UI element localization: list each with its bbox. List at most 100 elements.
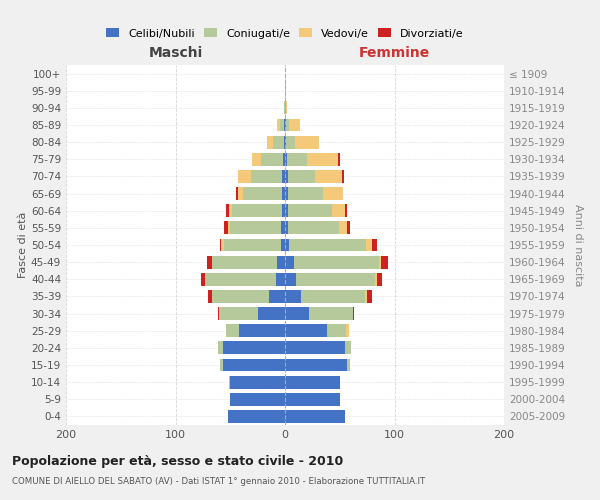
Bar [288,222,338,234]
Bar [366,238,371,252]
Bar [230,222,281,234]
Bar [309,307,353,320]
Bar [338,153,340,166]
Text: Maschi: Maschi [148,46,203,60]
Bar [218,342,223,354]
Bar [268,136,273,148]
Bar [212,256,277,268]
Text: Femmine: Femmine [359,46,430,60]
Bar [295,136,319,148]
Bar [288,187,323,200]
Bar [286,118,289,132]
Bar [314,170,342,183]
Bar [238,187,244,200]
Bar [285,136,286,148]
Bar [285,324,326,337]
Bar [218,307,220,320]
Bar [283,153,285,166]
Bar [280,118,284,132]
Bar [285,256,294,268]
Bar [224,238,281,252]
Bar [371,238,377,252]
Bar [346,324,349,337]
Bar [212,290,269,303]
Bar [252,153,261,166]
Bar [345,204,347,217]
Bar [285,222,288,234]
Bar [285,410,345,423]
Bar [284,136,285,148]
Bar [307,153,338,166]
Bar [207,256,212,268]
Bar [238,170,251,183]
Bar [375,273,377,285]
Bar [326,324,346,337]
Bar [287,153,307,166]
Bar [223,342,285,354]
Bar [286,136,295,148]
Bar [244,187,282,200]
Bar [230,393,285,406]
Bar [332,204,345,217]
Bar [286,102,287,114]
Bar [285,307,309,320]
Bar [338,222,347,234]
Bar [226,324,239,337]
Bar [285,238,289,252]
Bar [223,358,285,372]
Bar [229,376,230,388]
Bar [377,273,382,285]
Bar [229,204,232,217]
Bar [288,170,314,183]
Bar [200,273,205,285]
Bar [221,238,224,252]
Y-axis label: Fasce di età: Fasce di età [18,212,28,278]
Bar [285,290,301,303]
Bar [281,222,285,234]
Bar [285,273,296,285]
Bar [296,273,375,285]
Bar [261,153,283,166]
Bar [284,118,285,132]
Bar [230,376,285,388]
Bar [365,290,367,303]
Bar [224,222,228,234]
Bar [342,170,344,183]
Bar [251,170,282,183]
Bar [269,290,285,303]
Bar [367,290,371,303]
Text: Popolazione per età, sesso e stato civile - 2010: Popolazione per età, sesso e stato civil… [12,455,343,468]
Legend: Celibi/Nubili, Coniugati/e, Vedovi/e, Divorziati/e: Celibi/Nubili, Coniugati/e, Vedovi/e, Di… [102,24,468,43]
Bar [285,170,288,183]
Bar [285,204,288,217]
Bar [289,238,366,252]
Bar [282,204,285,217]
Bar [289,118,301,132]
Bar [323,187,343,200]
Text: COMUNE DI AIELLO DEL SABATO (AV) - Dati ISTAT 1° gennaio 2010 - Elaborazione TUT: COMUNE DI AIELLO DEL SABATO (AV) - Dati … [12,478,425,486]
Bar [379,256,382,268]
Bar [285,187,288,200]
Bar [257,307,285,320]
Bar [288,204,332,217]
Bar [232,204,282,217]
Bar [220,358,223,372]
Bar [205,273,276,285]
Bar [277,118,280,132]
Bar [285,376,340,388]
Bar [239,324,285,337]
Bar [226,204,229,217]
Y-axis label: Anni di nascita: Anni di nascita [572,204,583,286]
Bar [276,273,285,285]
Bar [228,410,285,423]
Bar [220,238,221,252]
Bar [285,358,347,372]
Bar [282,187,285,200]
Bar [282,170,285,183]
Bar [353,307,354,320]
Bar [236,187,238,200]
Bar [285,153,287,166]
Bar [301,290,365,303]
Bar [294,256,379,268]
Bar [347,222,350,234]
